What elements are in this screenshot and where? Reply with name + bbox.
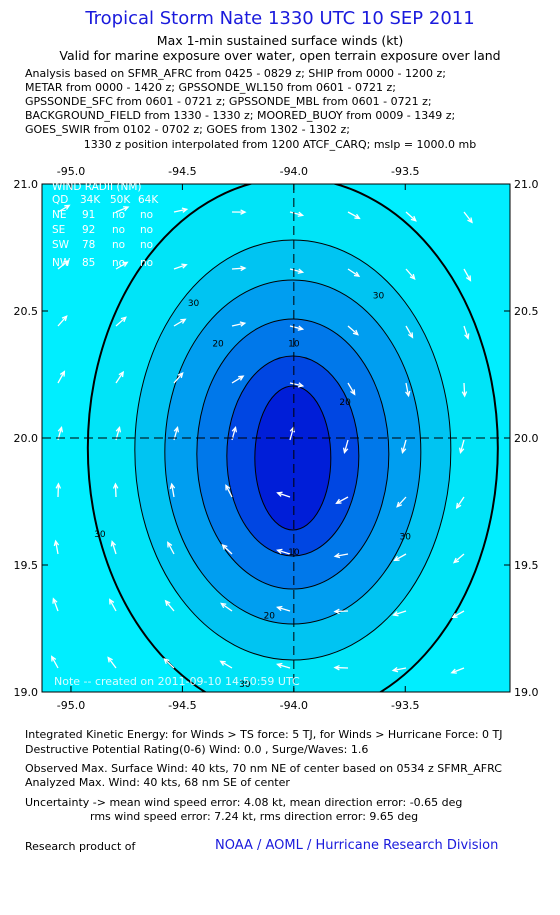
x-tick-label-top: -95.0 [57, 165, 85, 178]
y-tick-label-left: 20.0 [14, 432, 39, 445]
wind-analysis-plot: 30 30 30 30 30 20 20 20 10 10 -95.0 -95.0 -94.5 -94.… [0, 0, 560, 720]
contour-label: 30 [188, 299, 200, 309]
wind-radii-cell: no [140, 209, 153, 221]
research-label: Research product of [25, 840, 135, 853]
contour-label: 10 [288, 548, 300, 558]
y-tick-label-left: 19.5 [14, 559, 39, 572]
uncertainty-rms-line: rms wind speed error: 7.24 kt, rms direc… [90, 810, 418, 823]
x-tick-label-top: -94.5 [168, 165, 196, 178]
contour-label: 20 [339, 398, 351, 408]
x-tick-label-top: -93.5 [391, 165, 419, 178]
contour-label: 20 [212, 340, 224, 350]
y-tick-label-right: 20.0 [514, 432, 539, 445]
y-tick-label-left: 20.5 [14, 305, 39, 318]
wind-radii-title: WIND RADII (NM) [52, 181, 142, 193]
wind-radii-cell: 92 [82, 224, 95, 236]
x-tick-label-bottom: -95.0 [57, 699, 85, 712]
wind-radii-cell: no [112, 209, 125, 221]
wind-radii-cell: no [140, 239, 153, 251]
x-tick-label-bottom: -94.5 [168, 699, 196, 712]
wind-radii-col: 34K [80, 194, 101, 206]
contour-band [255, 386, 331, 530]
wind-radii-cell: NW [52, 257, 71, 269]
y-tick-label-right: 20.5 [514, 305, 539, 318]
contour-label: 30 [94, 530, 106, 540]
research-org-link[interactable]: NOAA / AOML / Hurricane Research Divisio… [215, 838, 498, 853]
wind-radii-cell: no [112, 239, 125, 251]
y-tick-label-left: 19.0 [14, 686, 39, 699]
y-tick-label-right: 21.0 [514, 178, 539, 191]
observed-max-line: Observed Max. Surface Wind: 40 kts, 70 n… [25, 762, 502, 775]
wind-radii-cell: no [112, 224, 125, 236]
contour-label: 20 [264, 611, 276, 621]
wind-radii-cell: NE [52, 209, 67, 221]
wind-radii-col: 50K [110, 194, 131, 206]
wind-radii-cell: 85 [82, 257, 95, 269]
wind-radii-cell: no [140, 224, 153, 236]
y-tick-label-right: 19.0 [514, 686, 539, 699]
creation-note: Note -- created on 2011-09-10 14:50:59 U… [54, 675, 300, 688]
y-tick-label-right: 19.5 [514, 559, 539, 572]
contour-label: 30 [400, 533, 412, 543]
wind-radii-cell: SW [52, 239, 70, 251]
wind-radii-cell: 78 [82, 239, 95, 251]
dpr-line: Destructive Potential Rating(0-6) Wind: … [25, 743, 368, 756]
wind-radii-cell: no [112, 257, 125, 269]
y-tick-label-left: 21.0 [14, 178, 39, 191]
wind-radii-col: 64K [138, 194, 159, 206]
wind-radii-cell: 91 [82, 209, 95, 221]
wind-radii-cell: no [140, 257, 153, 269]
x-tick-label-top: -94.0 [280, 165, 308, 178]
contour-label: 30 [373, 291, 385, 301]
wind-radii-col: QD [52, 194, 68, 206]
x-tick-label-bottom: -94.0 [280, 699, 308, 712]
wind-radii-cell: SE [52, 224, 65, 236]
ike-line: Integrated Kinetic Energy: for Winds > T… [25, 728, 503, 741]
analyzed-max-line: Analyzed Max. Wind: 40 kts, 68 nm SE of … [25, 776, 290, 789]
uncertainty-line: Uncertainty -> mean wind speed error: 4.… [25, 796, 462, 809]
contour-label: 10 [288, 340, 300, 350]
x-tick-label-bottom: -93.5 [391, 699, 419, 712]
